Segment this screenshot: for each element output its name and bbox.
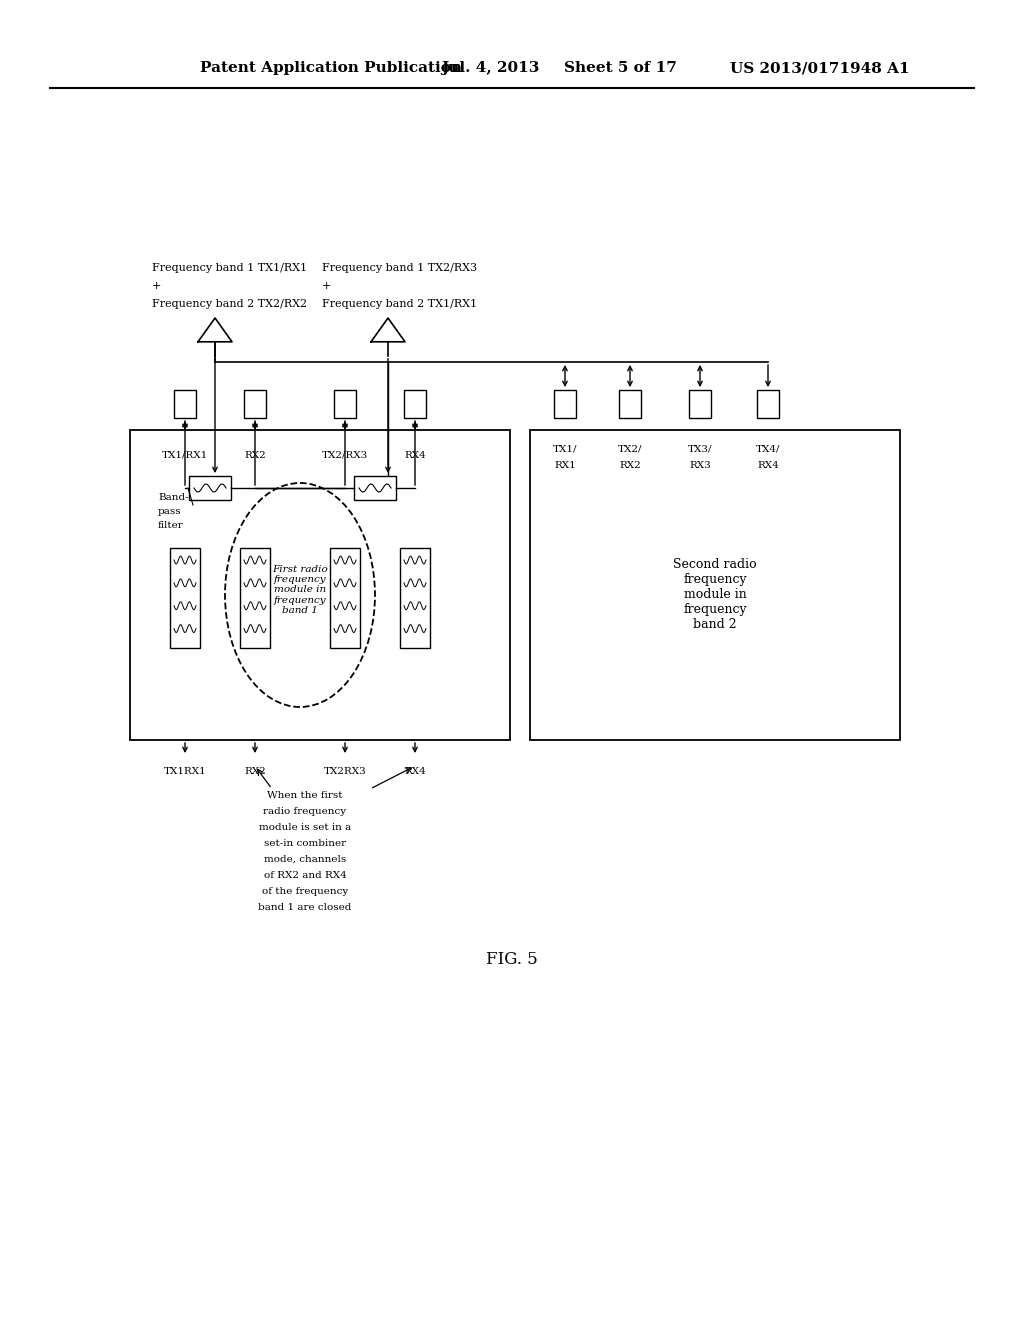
Text: Frequency band 1 TX2/RX3: Frequency band 1 TX2/RX3 xyxy=(322,263,477,273)
Bar xyxy=(554,389,575,418)
Text: FIG. 5: FIG. 5 xyxy=(486,952,538,969)
Text: First radio
frequency
module in
frequency
band 1: First radio frequency module in frequenc… xyxy=(272,565,328,615)
Text: RX2: RX2 xyxy=(620,461,641,470)
Text: Band-: Band- xyxy=(158,492,188,502)
Text: RX4: RX4 xyxy=(404,450,426,459)
Text: TX1/: TX1/ xyxy=(553,445,578,454)
Text: US 2013/0171948 A1: US 2013/0171948 A1 xyxy=(730,61,909,75)
Text: +: + xyxy=(322,281,332,290)
Text: band 1 are closed: band 1 are closed xyxy=(258,903,351,912)
Text: module is set in a: module is set in a xyxy=(259,822,351,832)
Text: pass: pass xyxy=(158,507,181,516)
Bar xyxy=(689,389,711,418)
Bar xyxy=(170,548,200,648)
Bar xyxy=(618,389,641,418)
Text: mode, channels: mode, channels xyxy=(264,854,346,863)
Text: Frequency band 1 TX1/RX1: Frequency band 1 TX1/RX1 xyxy=(152,263,307,273)
Text: TX2/: TX2/ xyxy=(617,445,642,454)
Text: RX4: RX4 xyxy=(404,767,426,776)
Text: TX4/: TX4/ xyxy=(756,445,780,454)
Bar xyxy=(244,389,266,418)
Text: TX3/: TX3/ xyxy=(688,445,713,454)
Text: set-in combiner: set-in combiner xyxy=(264,838,346,847)
Bar xyxy=(130,430,510,741)
Text: When the first: When the first xyxy=(267,791,343,800)
Text: +: + xyxy=(152,281,162,290)
Text: TX1RX1: TX1RX1 xyxy=(164,767,207,776)
Text: Patent Application Publication: Patent Application Publication xyxy=(200,61,462,75)
Bar xyxy=(354,477,396,500)
Bar xyxy=(530,430,900,741)
Text: of RX2 and RX4: of RX2 and RX4 xyxy=(263,870,346,879)
Text: TX2RX3: TX2RX3 xyxy=(324,767,367,776)
Bar xyxy=(404,389,426,418)
Text: RX3: RX3 xyxy=(689,461,711,470)
Bar xyxy=(757,389,779,418)
Text: Second radio
frequency
module in
frequency
band 2: Second radio frequency module in frequen… xyxy=(673,558,757,631)
Text: Frequency band 2 TX2/RX2: Frequency band 2 TX2/RX2 xyxy=(152,300,307,309)
Bar xyxy=(189,477,231,500)
Text: of the frequency: of the frequency xyxy=(262,887,348,895)
Text: filter: filter xyxy=(158,520,183,529)
Text: Frequency band 2 TX1/RX1: Frequency band 2 TX1/RX1 xyxy=(322,300,477,309)
Text: Sheet 5 of 17: Sheet 5 of 17 xyxy=(563,61,677,75)
Bar xyxy=(240,548,270,648)
Text: Jul. 4, 2013: Jul. 4, 2013 xyxy=(440,61,540,75)
Text: RX2: RX2 xyxy=(244,450,266,459)
Bar xyxy=(174,389,196,418)
Bar xyxy=(330,548,360,648)
Text: radio frequency: radio frequency xyxy=(263,807,346,816)
Text: TX1/RX1: TX1/RX1 xyxy=(162,450,208,459)
Text: RX1: RX1 xyxy=(554,461,575,470)
Text: TX2/RX3: TX2/RX3 xyxy=(322,450,368,459)
Bar xyxy=(400,548,430,648)
Text: RX2: RX2 xyxy=(244,767,266,776)
Bar xyxy=(334,389,356,418)
Text: RX4: RX4 xyxy=(757,461,779,470)
